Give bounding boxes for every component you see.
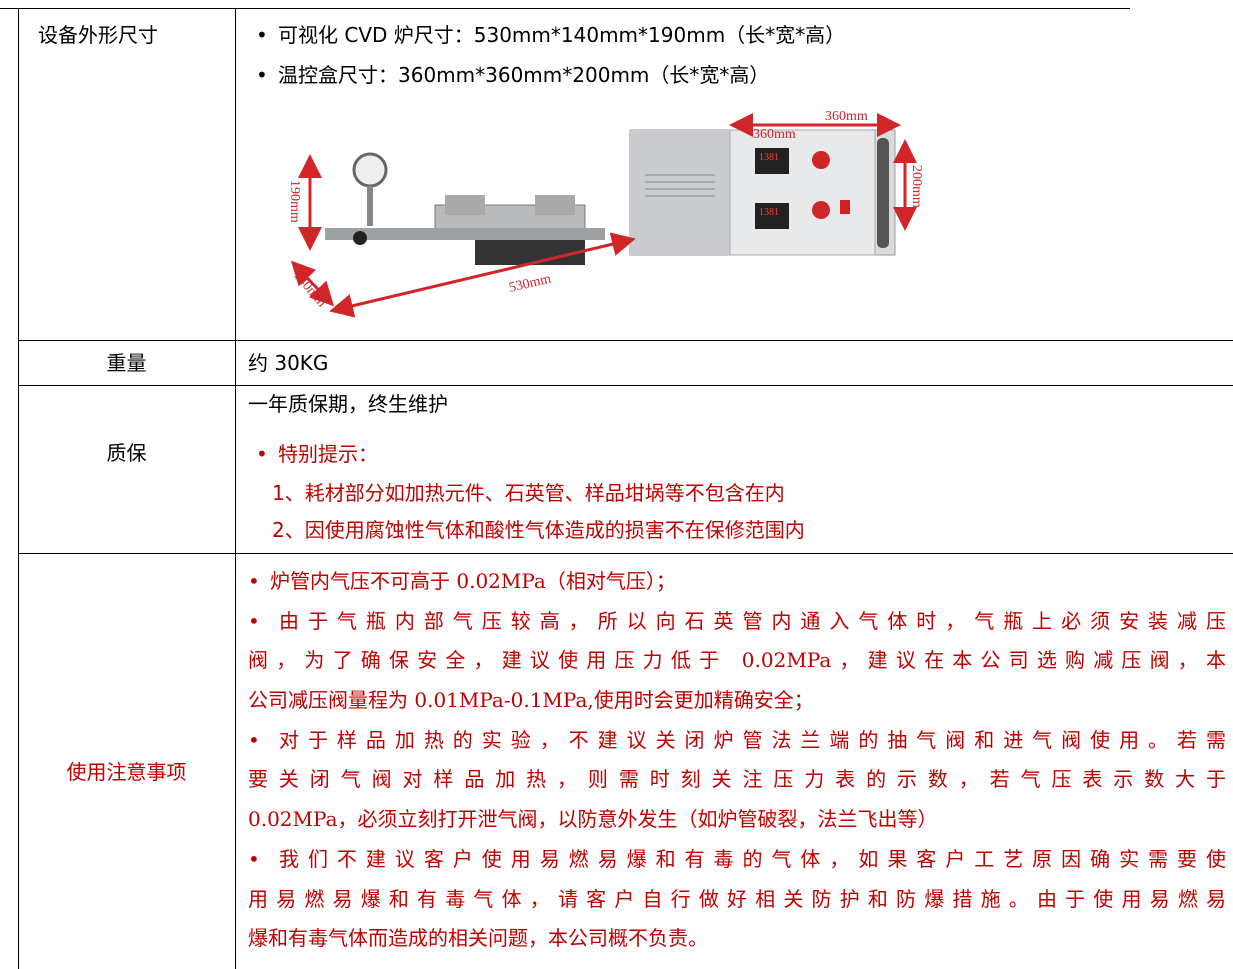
notice-line: 公司减压阀量程为 0.01MPa-0.1MPa,使用时会更加精确安全； (248, 681, 1226, 721)
note: 2、因使用腐蚀性气体和酸性气体造成的损害不在保修范围内 (272, 518, 805, 542)
notice-text: 用易燃易爆和有毒气体，请客户自行做好相关防护和防爆措施。由于使用易燃易 (248, 886, 1226, 911)
dimension-label: 530mm (508, 272, 553, 296)
notice-text: 公司减压阀量程为 0.01MPa-0.1MPa,使用时会更加精确安全； (248, 688, 814, 713)
border (18, 385, 1233, 386)
spec-text: 温控盒尺寸：360mm*360mm*200mm（长*宽*高） (278, 63, 770, 87)
notice-line: 由于气瓶内部气压较高，所以向石英管内通入气体时，气瓶上必须安装减压 (248, 602, 1226, 642)
spec-item: 可视化 CVD 炉尺寸：530mm*140mm*190mm（长*宽*高） (256, 22, 845, 48)
rule (0, 8, 1130, 9)
notice-line: 炉管内气压不可高于 0.02MPa（相对气压）； (248, 562, 1226, 602)
note-title: 特别提示： (256, 441, 378, 467)
border (18, 8, 19, 969)
notice-text: 对于样品加热的实验，不建议关闭炉管法兰端的抽气阀和进气阀使用。若需 (270, 727, 1226, 752)
product-photo: 1381 1381 360mm 360mm 200mm 190mm 140mm … (287, 109, 924, 318)
notice-line: 用易燃易爆和有毒气体，请客户自行做好相关防护和防爆措施。由于使用易燃易 (248, 880, 1226, 920)
row-label: 使用注意事项 (66, 760, 187, 784)
notice-line: 0.02MPa，必须立刻打开泄气阀，以防意外发生（如炉管破裂，法兰飞出等） (248, 800, 1226, 840)
notice-text: 阀，为了确保安全，建议使用压力低于 0.02MPa，建议在本公司选购减压阀，本 (248, 648, 1226, 673)
row-label: 设备外形尺寸 (38, 23, 158, 47)
notice-line: 我们不建议客户使用易燃易爆和有毒的气体，如果客户工艺原因确实需要使 (248, 840, 1226, 880)
dimension-label: 140mm (290, 268, 329, 310)
border (18, 340, 1233, 341)
notice-line: 爆和有毒气体而造成的相关问题，本公司概不负责。 (248, 919, 1226, 959)
cell-text: 约 30KG (248, 351, 329, 375)
notice-list: 炉管内气压不可高于 0.02MPa（相对气压）； 由于气瓶内部气压较高，所以向石英… (248, 562, 1226, 959)
row-label: 质保 (106, 441, 147, 465)
notice-line: 阀，为了确保安全，建议使用压力低于 0.02MPa，建议在本公司选购减压阀，本 (248, 641, 1226, 681)
svg-text:1381: 1381 (759, 207, 779, 218)
note: 1、耗材部分如加热元件、石英管、样品坩埚等不包含在内 (272, 481, 785, 505)
note-title-text: 特别提示： (278, 442, 378, 466)
dimension-label: 200mm (909, 165, 924, 208)
spec-item: 温控盒尺寸：360mm*360mm*200mm（长*宽*高） (256, 62, 769, 88)
notice-text: 爆和有毒气体而造成的相关问题，本公司概不负责。 (248, 926, 708, 951)
border (235, 8, 236, 969)
cell-text: 一年质保期，终生维护 (248, 392, 448, 416)
svg-text:1381: 1381 (759, 152, 779, 163)
notice-text: 由于气瓶内部气压较高，所以向石英管内通入气体时，气瓶上必须安装减压 (270, 608, 1226, 633)
border (18, 553, 1233, 554)
notice-line: 对于样品加热的实验，不建议关闭炉管法兰端的抽气阀和进气阀使用。若需 (248, 721, 1226, 761)
notice-line: 要关闭气阀对样品加热，则需时刻关注压力表的示数，若气压表示数大于 (248, 760, 1226, 800)
spec-text: 可视化 CVD 炉尺寸：530mm*140mm*190mm（长*宽*高） (278, 23, 846, 47)
row-label: 重量 (106, 351, 147, 375)
notice-text: 炉管内气压不可高于 0.02MPa（相对气压）； (270, 569, 676, 593)
notice-text: 0.02MPa，必须立刻打开泄气阀，以防意外发生（如炉管破裂，法兰飞出等） (248, 807, 938, 832)
notice-text: 要关闭气阀对样品加热，则需时刻关注压力表的示数，若气压表示数大于 (248, 767, 1226, 792)
dimension-label: 360mm (825, 109, 868, 124)
dimension-label: 190mm (287, 180, 302, 223)
notice-text: 我们不建议客户使用易燃易爆和有毒的气体，如果客户工艺原因确实需要使 (270, 846, 1226, 871)
dimension-label: 360mm (753, 127, 796, 142)
